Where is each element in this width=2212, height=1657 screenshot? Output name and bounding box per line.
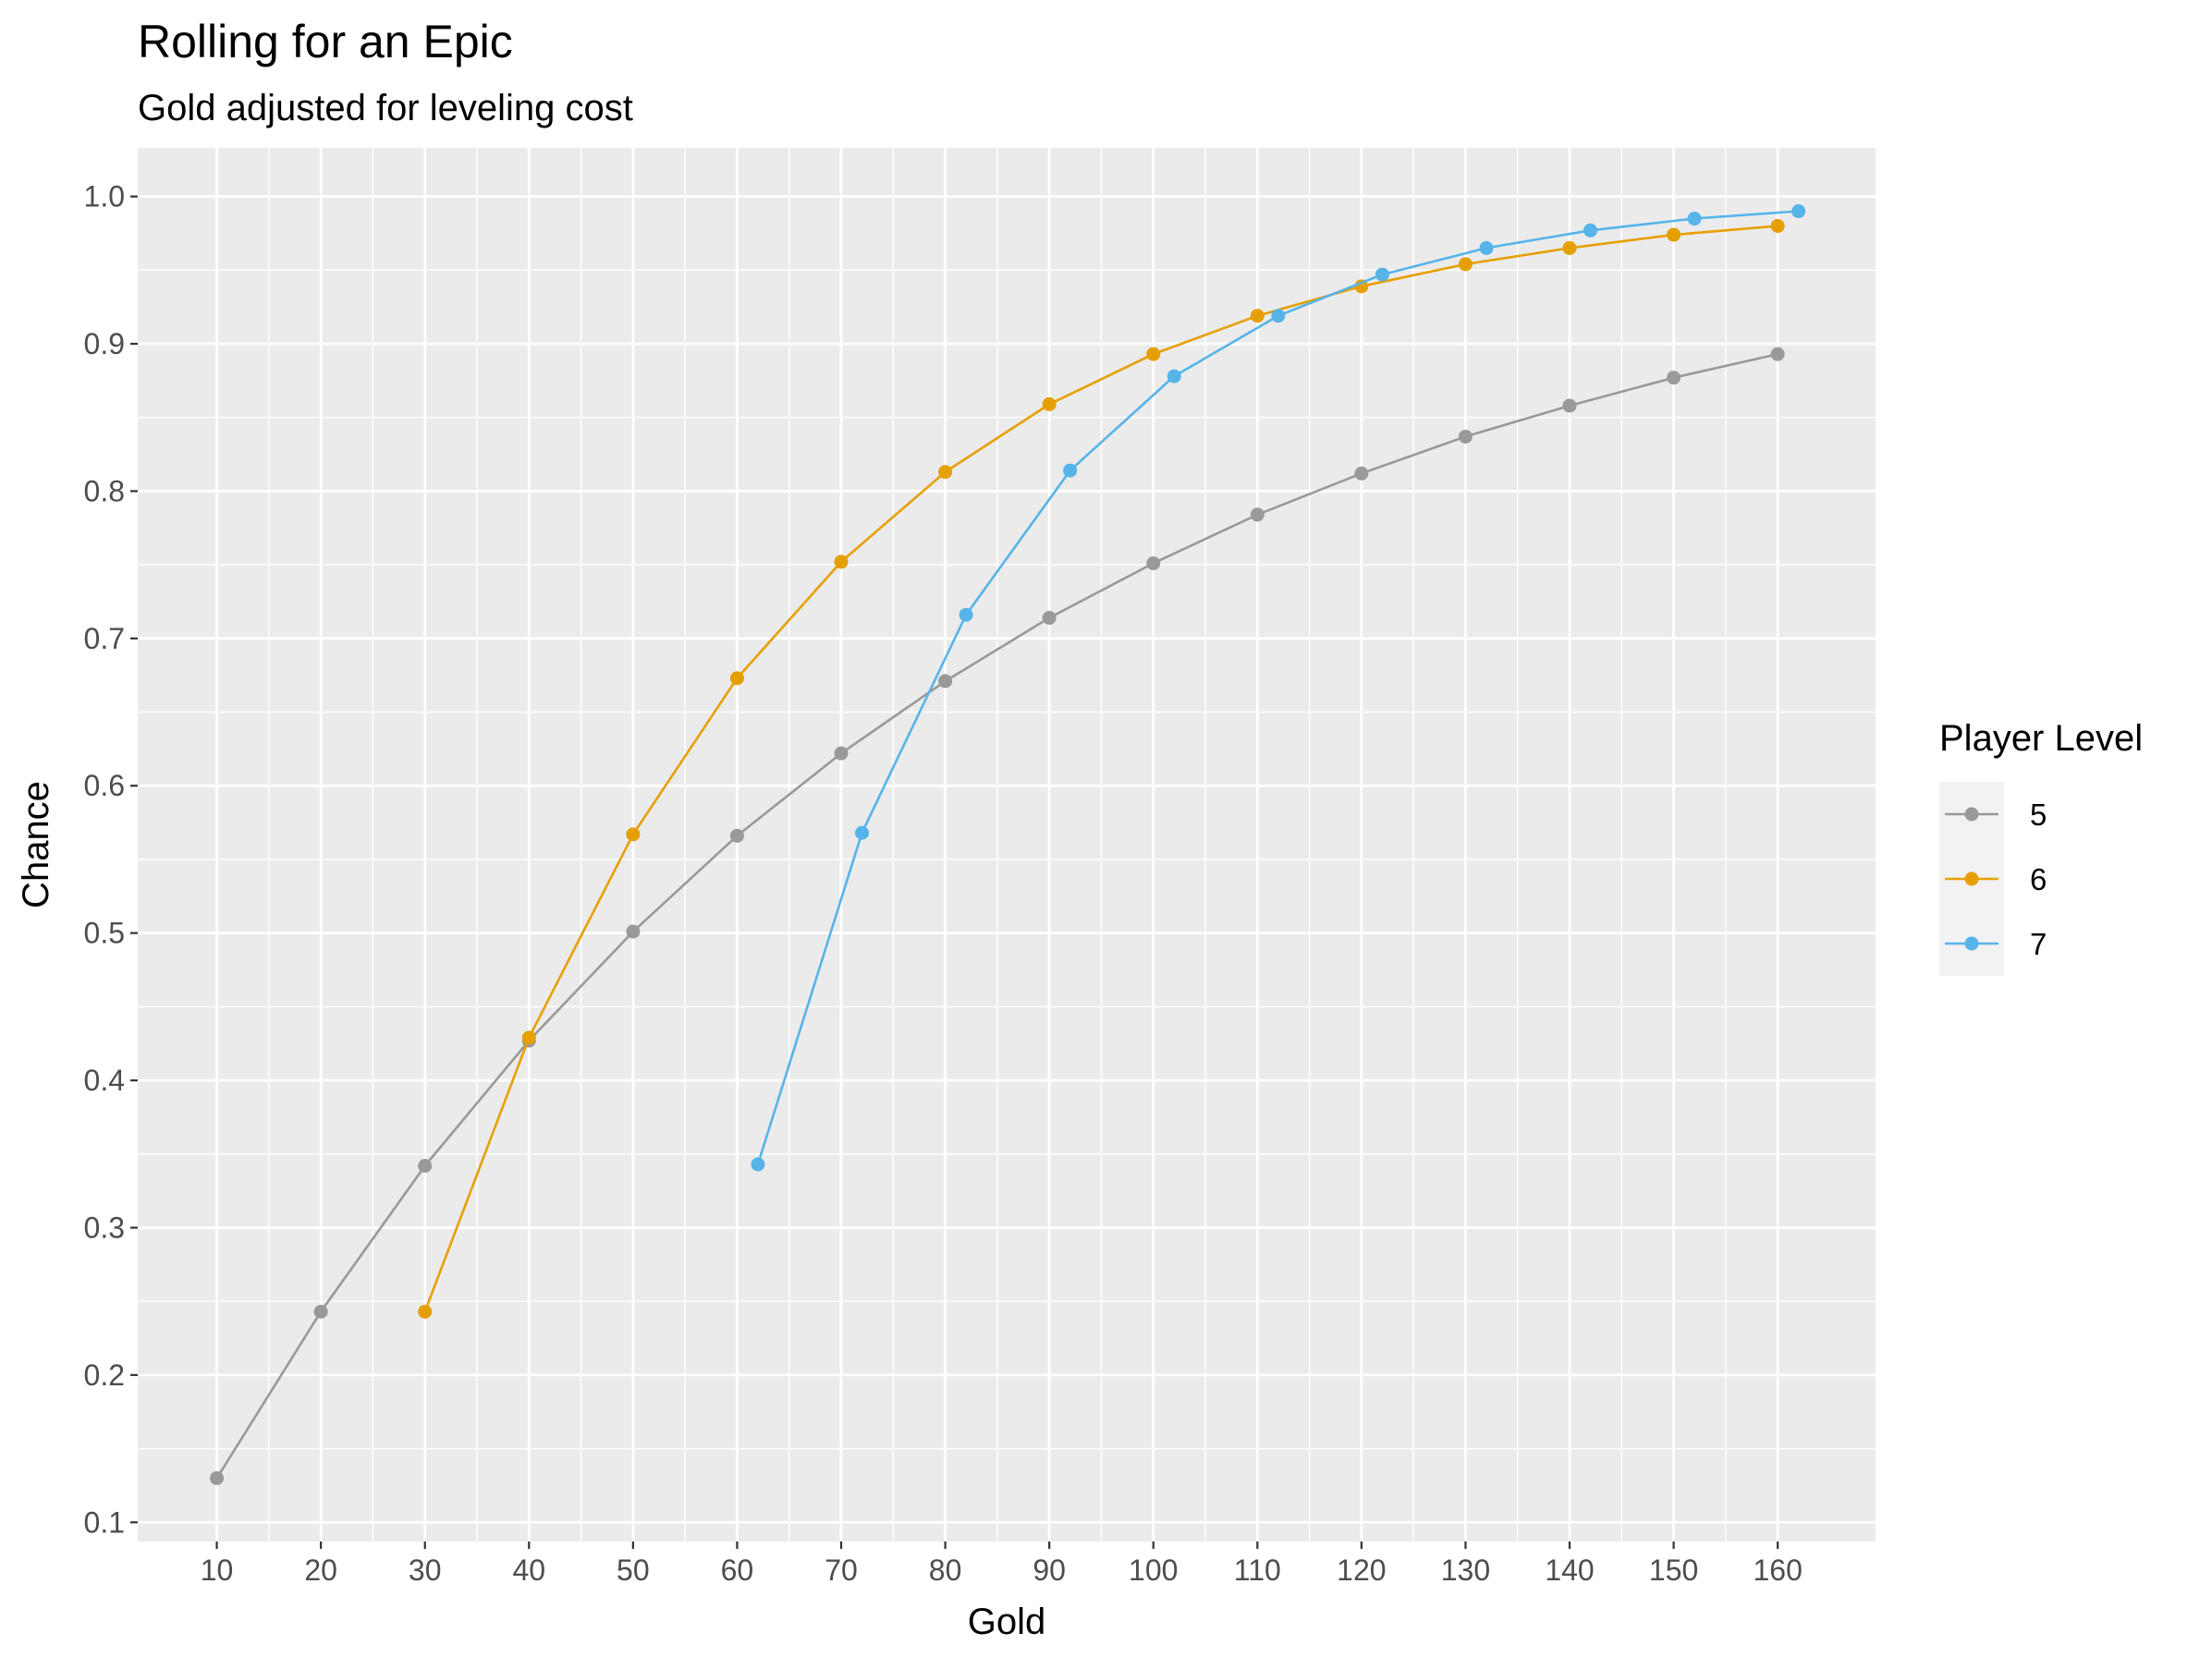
y-tick-label: 0.1 <box>84 1505 125 1539</box>
chart-subtitle: Gold adjusted for leveling cost <box>138 88 633 128</box>
plot-panel <box>138 148 1876 1541</box>
data-point-5 <box>313 1304 328 1319</box>
data-point-7 <box>855 825 870 840</box>
data-point-7 <box>1271 309 1286 323</box>
data-point-5 <box>1562 398 1577 413</box>
data-point-7 <box>1479 240 1494 255</box>
legend-label-5: 5 <box>2030 798 2047 832</box>
x-tick-label: 120 <box>1337 1553 1386 1587</box>
legend-item-6: 6 <box>1939 847 2047 911</box>
data-point-6 <box>729 671 744 686</box>
grid-minor <box>138 148 1876 1541</box>
data-point-5 <box>834 746 849 761</box>
data-point-5 <box>1042 611 1057 626</box>
x-tick-label: 100 <box>1129 1553 1178 1587</box>
data-point-6 <box>1667 227 1681 242</box>
x-tick-label: 150 <box>1649 1553 1698 1587</box>
x-tick-label: 160 <box>1753 1553 1802 1587</box>
x-axis-title: Gold <box>968 1602 1046 1642</box>
grid-major <box>138 148 1876 1541</box>
data-point-7 <box>1375 267 1389 282</box>
y-tick-label: 0.3 <box>84 1211 125 1244</box>
y-tick-label: 0.4 <box>84 1064 125 1097</box>
data-point-5 <box>1667 371 1681 385</box>
x-tick-label: 90 <box>1033 1553 1066 1587</box>
series-7 <box>751 204 1806 1172</box>
legend: Player Level 5 6 7 <box>1939 718 2143 976</box>
data-point-7 <box>1687 212 1702 226</box>
data-point-6 <box>626 827 641 842</box>
y-tick-label: 0.6 <box>84 769 125 802</box>
data-point-5 <box>1770 347 1785 361</box>
data-point-5 <box>1458 429 1473 444</box>
legend-items: 5 6 7 <box>1939 782 2047 976</box>
x-tick-label: 130 <box>1441 1553 1490 1587</box>
y-axis-title: Chance <box>16 781 56 908</box>
x-tick-label: 70 <box>825 1553 858 1587</box>
data-point-7 <box>1167 369 1181 384</box>
x-tick-label: 60 <box>721 1553 754 1587</box>
data-point-6 <box>938 465 953 480</box>
series-line-5 <box>215 352 1778 1480</box>
data-point-6 <box>1354 279 1369 294</box>
series-line-6 <box>423 225 1778 1312</box>
data-point-6 <box>418 1304 433 1319</box>
x-tick-label: 110 <box>1234 1553 1281 1587</box>
data-point-5 <box>1354 466 1369 481</box>
legend-item-7: 7 <box>1939 911 2047 976</box>
data-point-7 <box>1063 463 1078 478</box>
data-point-7 <box>751 1157 765 1172</box>
series-6 <box>418 218 1785 1319</box>
data-point-5 <box>626 924 641 939</box>
data-point-7 <box>1583 223 1598 238</box>
legend-key-point <box>1964 936 1979 951</box>
data-point-6 <box>1458 257 1473 272</box>
data-point-5 <box>1146 556 1161 571</box>
y-tick-labels: 0.1 0.2 0.3 0.4 0.5 0.6 0.7 0.8 0.9 1.0 <box>84 180 125 1540</box>
data-point-6 <box>1562 240 1577 255</box>
y-tick-label: 0.7 <box>84 622 125 655</box>
x-tick-label: 40 <box>512 1553 545 1587</box>
x-tick-label: 10 <box>201 1553 234 1587</box>
legend-item-5: 5 <box>1939 782 2047 847</box>
axis-ticks <box>130 195 1779 1549</box>
data-point-5 <box>418 1159 433 1174</box>
data-point-5 <box>210 1470 225 1485</box>
y-tick-label: 0.2 <box>84 1358 125 1392</box>
y-tick-label: 1.0 <box>84 180 125 213</box>
x-tick-label: 50 <box>617 1553 650 1587</box>
data-point-6 <box>1146 347 1161 361</box>
legend-label-7: 7 <box>2030 927 2047 961</box>
data-point-6 <box>521 1030 536 1045</box>
data-point-6 <box>834 554 849 569</box>
x-tick-label: 80 <box>929 1553 962 1587</box>
legend-label-6: 6 <box>2030 862 2047 896</box>
y-tick-label: 0.9 <box>84 327 125 360</box>
legend-key-point <box>1964 871 1979 886</box>
data-point-5 <box>729 828 744 843</box>
data-point-6 <box>1250 309 1265 323</box>
x-tick-label: 20 <box>304 1553 337 1587</box>
legend-title: Player Level <box>1939 718 2143 759</box>
x-tick-label: 30 <box>409 1553 442 1587</box>
data-point-7 <box>959 607 973 622</box>
y-tick-label: 0.8 <box>84 474 125 507</box>
legend-key-point <box>1964 807 1979 822</box>
data-point-6 <box>1042 396 1057 411</box>
chart-title: Rolling for an Epic <box>138 16 513 67</box>
y-tick-label: 0.5 <box>84 917 125 950</box>
x-tick-label: 140 <box>1545 1553 1594 1587</box>
series-5 <box>210 347 1785 1485</box>
series-layer <box>210 204 1806 1485</box>
data-point-5 <box>1250 507 1265 522</box>
data-point-7 <box>1791 204 1806 219</box>
data-point-6 <box>1770 218 1785 233</box>
data-point-5 <box>938 674 953 688</box>
x-tick-labels: 10 20 30 40 50 60 70 80 90 100 110 120 130 140 150 160 <box>201 1553 1803 1587</box>
